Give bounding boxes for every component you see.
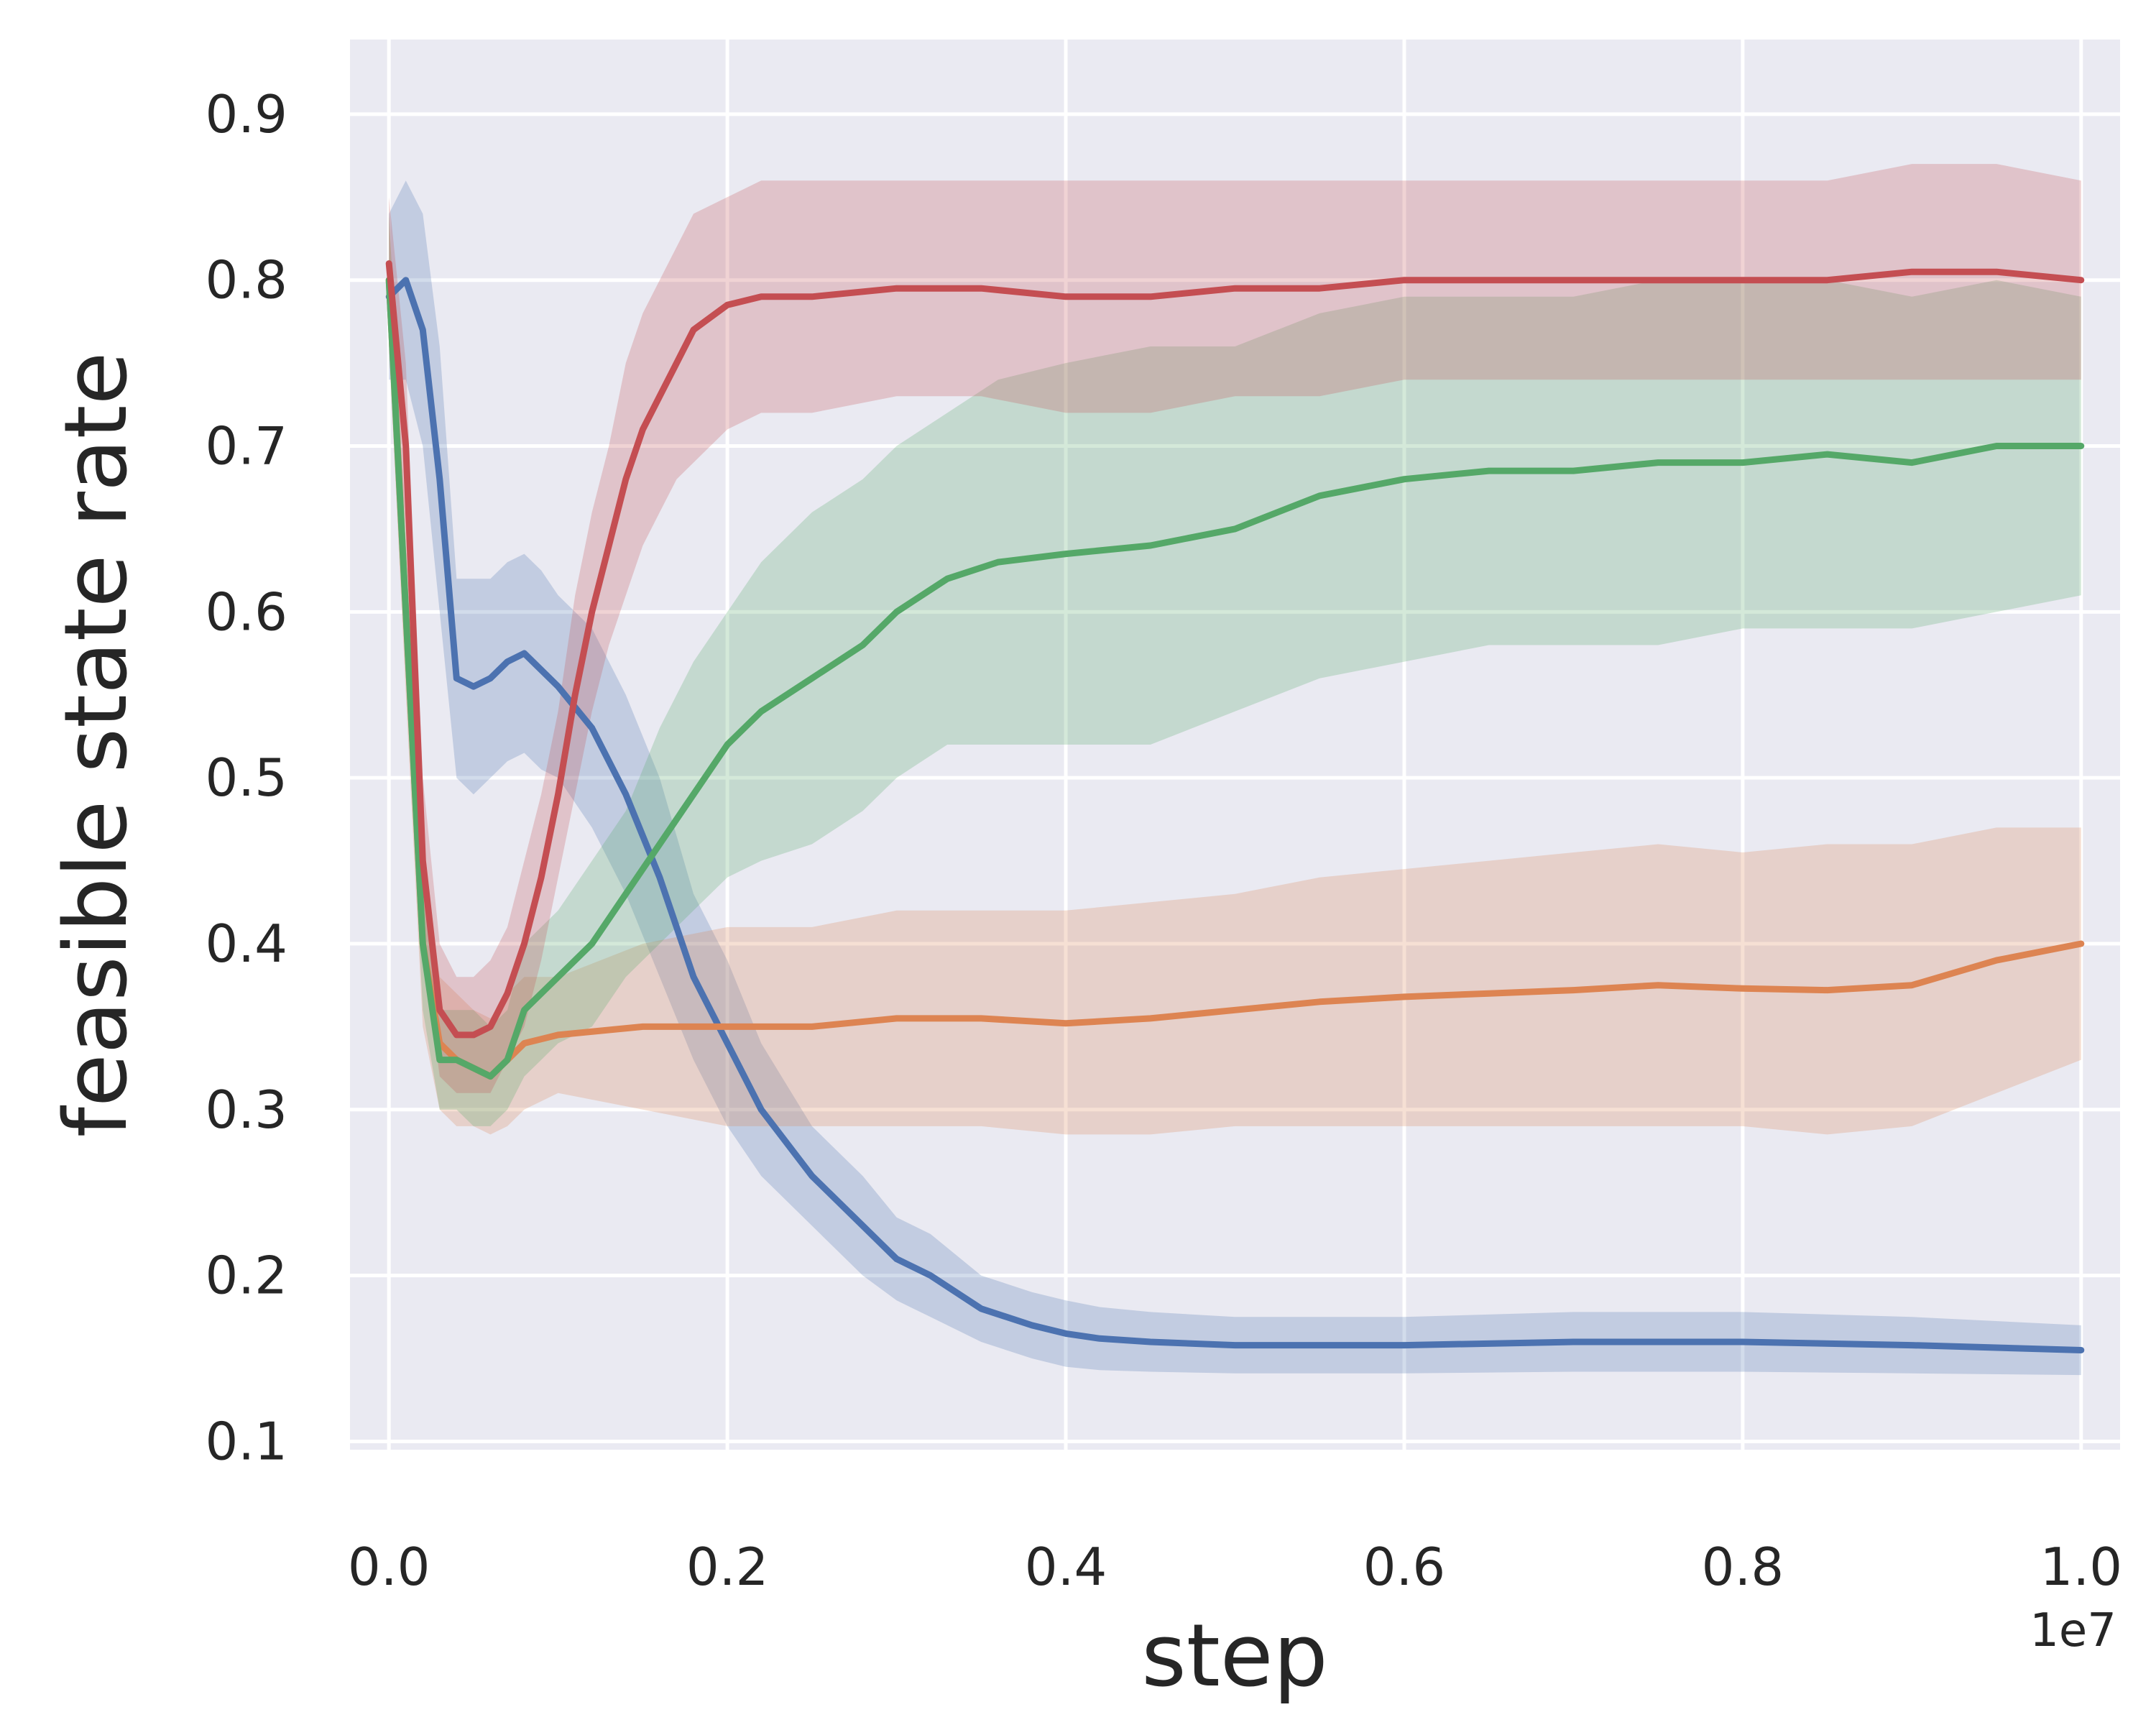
series-lines	[385, 260, 2085, 1353]
orange-band	[389, 213, 2081, 1135]
green-line	[385, 277, 2085, 1080]
x-tick-label: 1.0	[2040, 1537, 2123, 1597]
y-tick-label: 0.7	[205, 416, 287, 477]
x-axis-ticks: 0.0 0.2 0.4 0.6 0.8 1.0	[348, 1537, 2122, 1597]
y-tick-label: 0.1	[205, 1411, 287, 1471]
y-tick-label: 0.8	[205, 250, 287, 310]
blue-line	[385, 277, 2085, 1353]
x-tick-label: 0.4	[1025, 1537, 1107, 1597]
x-axis-label: step	[1141, 1606, 1328, 1706]
y-tick-label: 0.3	[205, 1080, 287, 1140]
x-offset-label: 1e7	[2030, 1604, 2116, 1657]
plot-background	[350, 40, 2120, 1450]
x-tick-label: 0.8	[1702, 1537, 1784, 1597]
red-band	[389, 164, 2081, 1093]
y-tick-label: 0.5	[205, 748, 287, 808]
confidence-bands	[389, 164, 2081, 1376]
red-line	[385, 260, 2085, 1039]
x-tick-label: 0.2	[686, 1537, 769, 1597]
green-band	[389, 213, 2081, 1126]
y-axis-label: feasible state rate	[47, 352, 147, 1138]
x-tick-label: 0.0	[348, 1537, 430, 1597]
x-tick-label: 0.6	[1363, 1537, 1446, 1597]
y-tick-label: 0.9	[205, 84, 287, 144]
y-tick-label: 0.6	[205, 581, 287, 642]
y-axis-ticks: 0.1 0.2 0.3 0.4 0.5 0.6 0.7 0.8 0.9	[205, 84, 287, 1472]
y-tick-label: 0.4	[205, 914, 287, 974]
y-tick-label: 0.2	[205, 1246, 287, 1306]
grid	[350, 40, 2120, 1450]
